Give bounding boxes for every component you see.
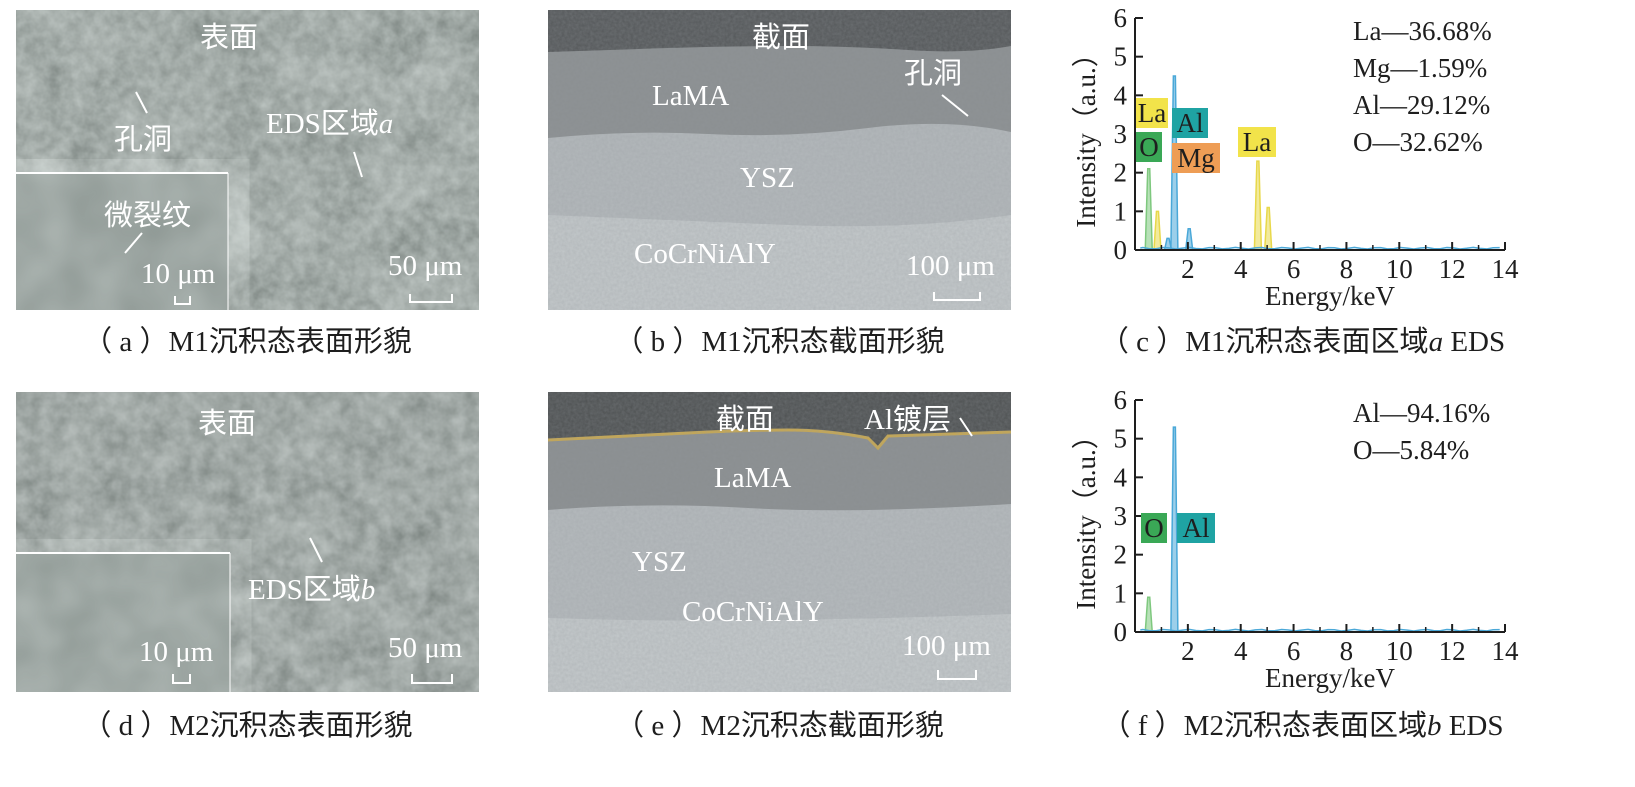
- layer-label-ysz: YSZ: [632, 546, 687, 578]
- caption-e: （ e ）M2沉积态截面形貌: [615, 710, 944, 742]
- layer-label-lama: LaMA: [714, 462, 792, 494]
- y-tick-label: 1: [1114, 578, 1128, 608]
- composition-line: O—32.62%: [1353, 127, 1483, 157]
- y-tick-label: 1: [1114, 196, 1128, 226]
- spectrum-peak-o: [1144, 168, 1153, 251]
- y-tick-label: 0: [1114, 235, 1128, 265]
- x-tick-label: 10: [1386, 254, 1413, 284]
- composition-line: Al—29.12%: [1353, 90, 1490, 120]
- layer-label-ysz: YSZ: [740, 162, 795, 194]
- y-tick-label: 3: [1114, 501, 1128, 531]
- y-tick-label: 5: [1114, 42, 1128, 72]
- scale-label-inset: 10 μm: [139, 636, 214, 668]
- x-tick-label: 6: [1287, 254, 1301, 284]
- spectrum-peak-la: [1253, 160, 1263, 251]
- caption-f: （ f ）M2沉积态表面区域b EDS: [1101, 710, 1504, 742]
- label-al-coating: Al镀层: [864, 404, 952, 436]
- label-microcrack: 微裂纹: [104, 200, 192, 232]
- peak-label-o: O: [1139, 132, 1159, 162]
- label-surface: 表面: [200, 22, 259, 54]
- peak-label-o: O: [1144, 513, 1164, 543]
- peak-label-al: Al: [1177, 108, 1204, 138]
- sem-image-b: 截面 孔洞 LaMA YSZ CoCrNiAlY 100 μm: [548, 10, 1011, 310]
- peak-label-la: La: [1138, 98, 1166, 128]
- layer-label-bondcoat: CoCrNiAlY: [634, 238, 776, 270]
- layer-label-bondcoat: CoCrNiAlY: [682, 596, 824, 628]
- x-tick-label: 4: [1234, 254, 1248, 284]
- peak-label-al: Al: [1183, 513, 1210, 543]
- spectrum-peak-o: [1144, 596, 1153, 633]
- spectrum-peak-la: [1153, 210, 1162, 251]
- scale-label-main: 50 μm: [388, 250, 463, 282]
- peak-label-box-al: [1172, 108, 1208, 138]
- x-tick-label: 4: [1234, 636, 1248, 666]
- x-tick-label: 8: [1340, 254, 1354, 284]
- caption-a: （ a ）M1沉积态表面形貌: [83, 326, 412, 358]
- sem-texture-d: [16, 392, 479, 692]
- y-tick-label: 2: [1114, 540, 1128, 570]
- peak-label-box-la: [1238, 127, 1276, 157]
- label-eds-region: EDS区域b: [248, 574, 376, 606]
- spectrum-baseline: [1140, 628, 1500, 632]
- caption-b: （ b ）M1沉积态截面形貌: [614, 326, 945, 358]
- x-tick-label: 2: [1181, 254, 1195, 284]
- scale-label: 100 μm: [906, 250, 995, 282]
- label-pore: 孔洞: [904, 58, 963, 90]
- label-surface: 表面: [198, 408, 257, 440]
- y-tick-label: 6: [1114, 3, 1128, 33]
- x-tick-label: 2: [1181, 636, 1195, 666]
- label-section: 截面: [752, 22, 811, 54]
- x-tick-label: 8: [1340, 636, 1354, 666]
- layer-label-lama: LaMA: [652, 80, 730, 112]
- peak-label-box-mg: [1172, 143, 1220, 173]
- peak-label-box-la: [1136, 98, 1168, 128]
- sem-image-e: 截面 Al镀层 LaMA YSZ CoCrNiAlY 100 μm: [548, 392, 1011, 692]
- cross-section-e: [548, 392, 1011, 692]
- x-tick-label: 12: [1439, 254, 1466, 284]
- scale-label-main: 50 μm: [388, 632, 463, 664]
- cross-section-b: [548, 10, 1011, 310]
- y-tick-label: 4: [1114, 462, 1128, 492]
- x-axis-label: Energy/keV: [1265, 281, 1395, 311]
- composition-line: Al—94.16%: [1353, 398, 1490, 428]
- composition-line: La—36.68%: [1353, 16, 1492, 46]
- scale-label-inset: 10 μm: [141, 258, 216, 290]
- composition-line: Mg—1.59%: [1353, 53, 1487, 83]
- peak-label-la: La: [1243, 127, 1271, 157]
- y-tick-label: 3: [1114, 119, 1128, 149]
- peak-label-mg: Mg: [1177, 143, 1215, 173]
- y-tick-label: 4: [1114, 80, 1128, 110]
- x-tick-label: 14: [1492, 636, 1520, 666]
- x-tick-label: 10: [1386, 636, 1413, 666]
- sem-image-d: 表面 EDS区域b 10 μm 50 μm: [16, 392, 479, 692]
- x-tick-label: 14: [1492, 254, 1520, 284]
- y-axis-label: Intensity（a.u.）: [1071, 422, 1101, 609]
- spectrum-peak-al: [1170, 426, 1179, 633]
- y-tick-label: 2: [1114, 158, 1128, 188]
- peak-label-box-o: [1136, 132, 1162, 162]
- label-section: 截面: [716, 404, 775, 436]
- sem-texture-a: [16, 10, 479, 310]
- x-axis-label: Energy/keV: [1265, 663, 1395, 693]
- x-tick-label: 6: [1287, 636, 1301, 666]
- scale-label: 100 μm: [902, 630, 991, 662]
- peak-label-box-al: [1177, 513, 1215, 543]
- label-pore: 孔洞: [114, 124, 173, 156]
- caption-d: （ d ）M2沉积态表面形貌: [82, 710, 413, 742]
- y-axis-label: Intensity（a.u.）: [1071, 40, 1101, 227]
- y-tick-label: 5: [1114, 424, 1128, 454]
- caption-c: （ c ）M1沉积态表面区域a EDS: [1099, 326, 1506, 358]
- sem-image-a: 表面 孔洞 EDS区域a 微裂纹 10 μm 50 μm: [16, 10, 479, 310]
- y-tick-label: 6: [1114, 385, 1128, 415]
- spectrum-baseline: [1140, 246, 1500, 250]
- y-tick-label: 0: [1114, 617, 1128, 647]
- x-tick-label: 12: [1439, 636, 1466, 666]
- peak-label-box-o: [1141, 513, 1167, 543]
- label-eds-region: EDS区域a: [266, 108, 394, 140]
- spectrum-peak-la: [1263, 206, 1273, 251]
- composition-line: O—5.84%: [1353, 435, 1469, 465]
